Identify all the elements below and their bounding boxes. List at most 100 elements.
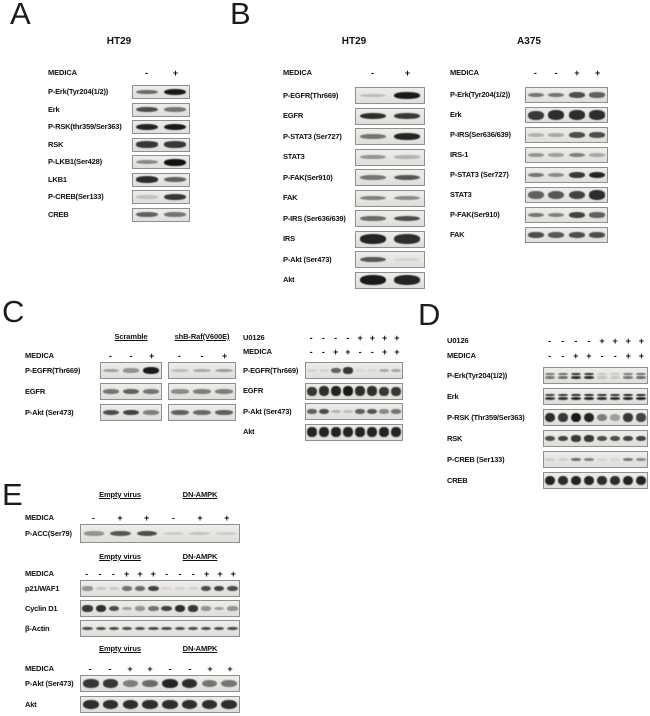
blot-boxes bbox=[132, 85, 190, 99]
protein-band bbox=[568, 152, 585, 158]
blot-lane bbox=[342, 384, 354, 399]
blot-boxes bbox=[355, 128, 425, 145]
protein-band bbox=[568, 132, 585, 138]
blot-lane bbox=[161, 121, 189, 133]
blot-boxes bbox=[525, 227, 608, 243]
blot-box bbox=[355, 169, 425, 186]
protein-band bbox=[83, 699, 99, 710]
blot-row: P-CREB (Ser133) bbox=[447, 451, 648, 468]
protein-band bbox=[343, 409, 353, 414]
treatment-sign: - bbox=[188, 664, 192, 674]
protein-band bbox=[221, 679, 237, 688]
blot-lane bbox=[160, 601, 173, 616]
blot-lane bbox=[226, 581, 239, 596]
panel-E-pACC-blots: Empty virus DN-AMPK MEDICA - + + - + + P-ACC(Ser7… bbox=[25, 490, 240, 546]
blot-boxes bbox=[132, 137, 190, 152]
blot-lane bbox=[570, 368, 583, 383]
blot-lane bbox=[200, 601, 213, 616]
treatment-sign: + bbox=[638, 351, 645, 361]
blot-lane bbox=[134, 581, 147, 596]
blot-lane bbox=[596, 389, 609, 404]
blot-row: Cyclin D1 bbox=[25, 600, 240, 617]
treatment-sign: + bbox=[599, 336, 605, 346]
treatment-row: U0126- - - - + + + + bbox=[243, 332, 403, 344]
protein-band bbox=[596, 435, 607, 442]
panel-E-p21-cyclinD1-blots: Empty virus DN-AMPK MEDICA - - - + + + - - - + + + p21/… bbox=[25, 552, 240, 640]
blot-lane bbox=[134, 621, 147, 636]
blot-lane bbox=[526, 228, 546, 242]
blot-boxes bbox=[100, 404, 236, 421]
blot-lane bbox=[557, 389, 570, 404]
protein-band bbox=[122, 679, 139, 688]
blot-label: Erk bbox=[447, 391, 459, 401]
panel-title: HT29 bbox=[106, 36, 132, 47]
protein-band bbox=[143, 367, 159, 374]
blot-lane bbox=[583, 410, 596, 425]
blot-lane bbox=[544, 452, 557, 467]
protein-band bbox=[609, 435, 620, 442]
blot-lane bbox=[101, 405, 121, 420]
blot-lane bbox=[169, 384, 191, 399]
blot-boxes bbox=[100, 383, 236, 400]
blot-lane bbox=[213, 384, 235, 399]
panel-title: HT29 bbox=[341, 36, 367, 47]
blot-lane bbox=[101, 676, 121, 691]
treatment-sign: - bbox=[561, 336, 565, 346]
blot-box bbox=[80, 696, 240, 713]
blot-lane bbox=[356, 252, 390, 267]
protein-band bbox=[588, 153, 605, 157]
protein-band bbox=[215, 532, 237, 535]
protein-band bbox=[571, 397, 582, 400]
blot-lane bbox=[546, 208, 566, 222]
blot-label: P-CREB(Ser133) bbox=[48, 192, 104, 202]
blot-lane bbox=[200, 697, 220, 712]
protein-band bbox=[174, 626, 185, 631]
protein-band bbox=[161, 626, 172, 631]
protein-band bbox=[635, 372, 646, 375]
protein-band bbox=[136, 530, 158, 537]
treatment-sign: + bbox=[230, 569, 236, 579]
blot-boxes bbox=[305, 382, 403, 400]
treatment-sign: + bbox=[345, 347, 351, 357]
panel-B-HT29-blots: HT29 MEDICA - + P-EGFR(Thr669) EGFR P-STAT3 (S… bbox=[283, 36, 425, 292]
protein-band bbox=[528, 172, 545, 178]
blot-lane bbox=[318, 384, 330, 399]
blot-box bbox=[543, 430, 648, 447]
protein-band bbox=[135, 586, 146, 591]
blot-lane bbox=[121, 676, 141, 691]
blot-lane bbox=[342, 363, 354, 378]
blot-lane bbox=[390, 129, 424, 144]
protein-band bbox=[83, 679, 99, 688]
treatment-sign: + bbox=[638, 336, 645, 346]
blot-box bbox=[168, 383, 236, 400]
blot-lane bbox=[180, 697, 200, 712]
group-header: Scramble bbox=[114, 332, 148, 341]
blot-lane bbox=[121, 363, 141, 378]
blot-row: P-Akt (Ser473) bbox=[283, 251, 425, 268]
blot-lane bbox=[186, 581, 199, 596]
blot-label: CREB bbox=[447, 475, 468, 485]
protein-band bbox=[393, 112, 421, 120]
protein-band bbox=[319, 408, 329, 415]
treatment-sign: - bbox=[98, 569, 102, 579]
panel-C-shBRaf-blots: Scramble shB-Raf(V600E) MEDICA - - + - - + P-EGFR… bbox=[25, 332, 236, 425]
blot-box bbox=[132, 102, 190, 117]
protein-band bbox=[121, 606, 133, 611]
blot-lane bbox=[634, 473, 647, 488]
blot-lane bbox=[356, 109, 390, 124]
blot-lane bbox=[133, 209, 161, 221]
blot-boxes bbox=[355, 271, 425, 289]
blot-label: RSK bbox=[447, 433, 463, 443]
blot-box bbox=[132, 137, 190, 152]
treatment-sign: - bbox=[587, 336, 591, 346]
protein-band bbox=[221, 699, 237, 710]
blot-lane bbox=[546, 128, 566, 142]
blot-box bbox=[305, 403, 403, 420]
blot-lane bbox=[567, 128, 587, 142]
blot-label: P-Akt (Ser473) bbox=[25, 678, 74, 688]
blot-lane bbox=[557, 410, 570, 425]
blot-lane bbox=[526, 208, 546, 222]
blot-box bbox=[355, 148, 425, 166]
protein-band bbox=[528, 133, 545, 137]
blot-lane bbox=[621, 410, 634, 425]
